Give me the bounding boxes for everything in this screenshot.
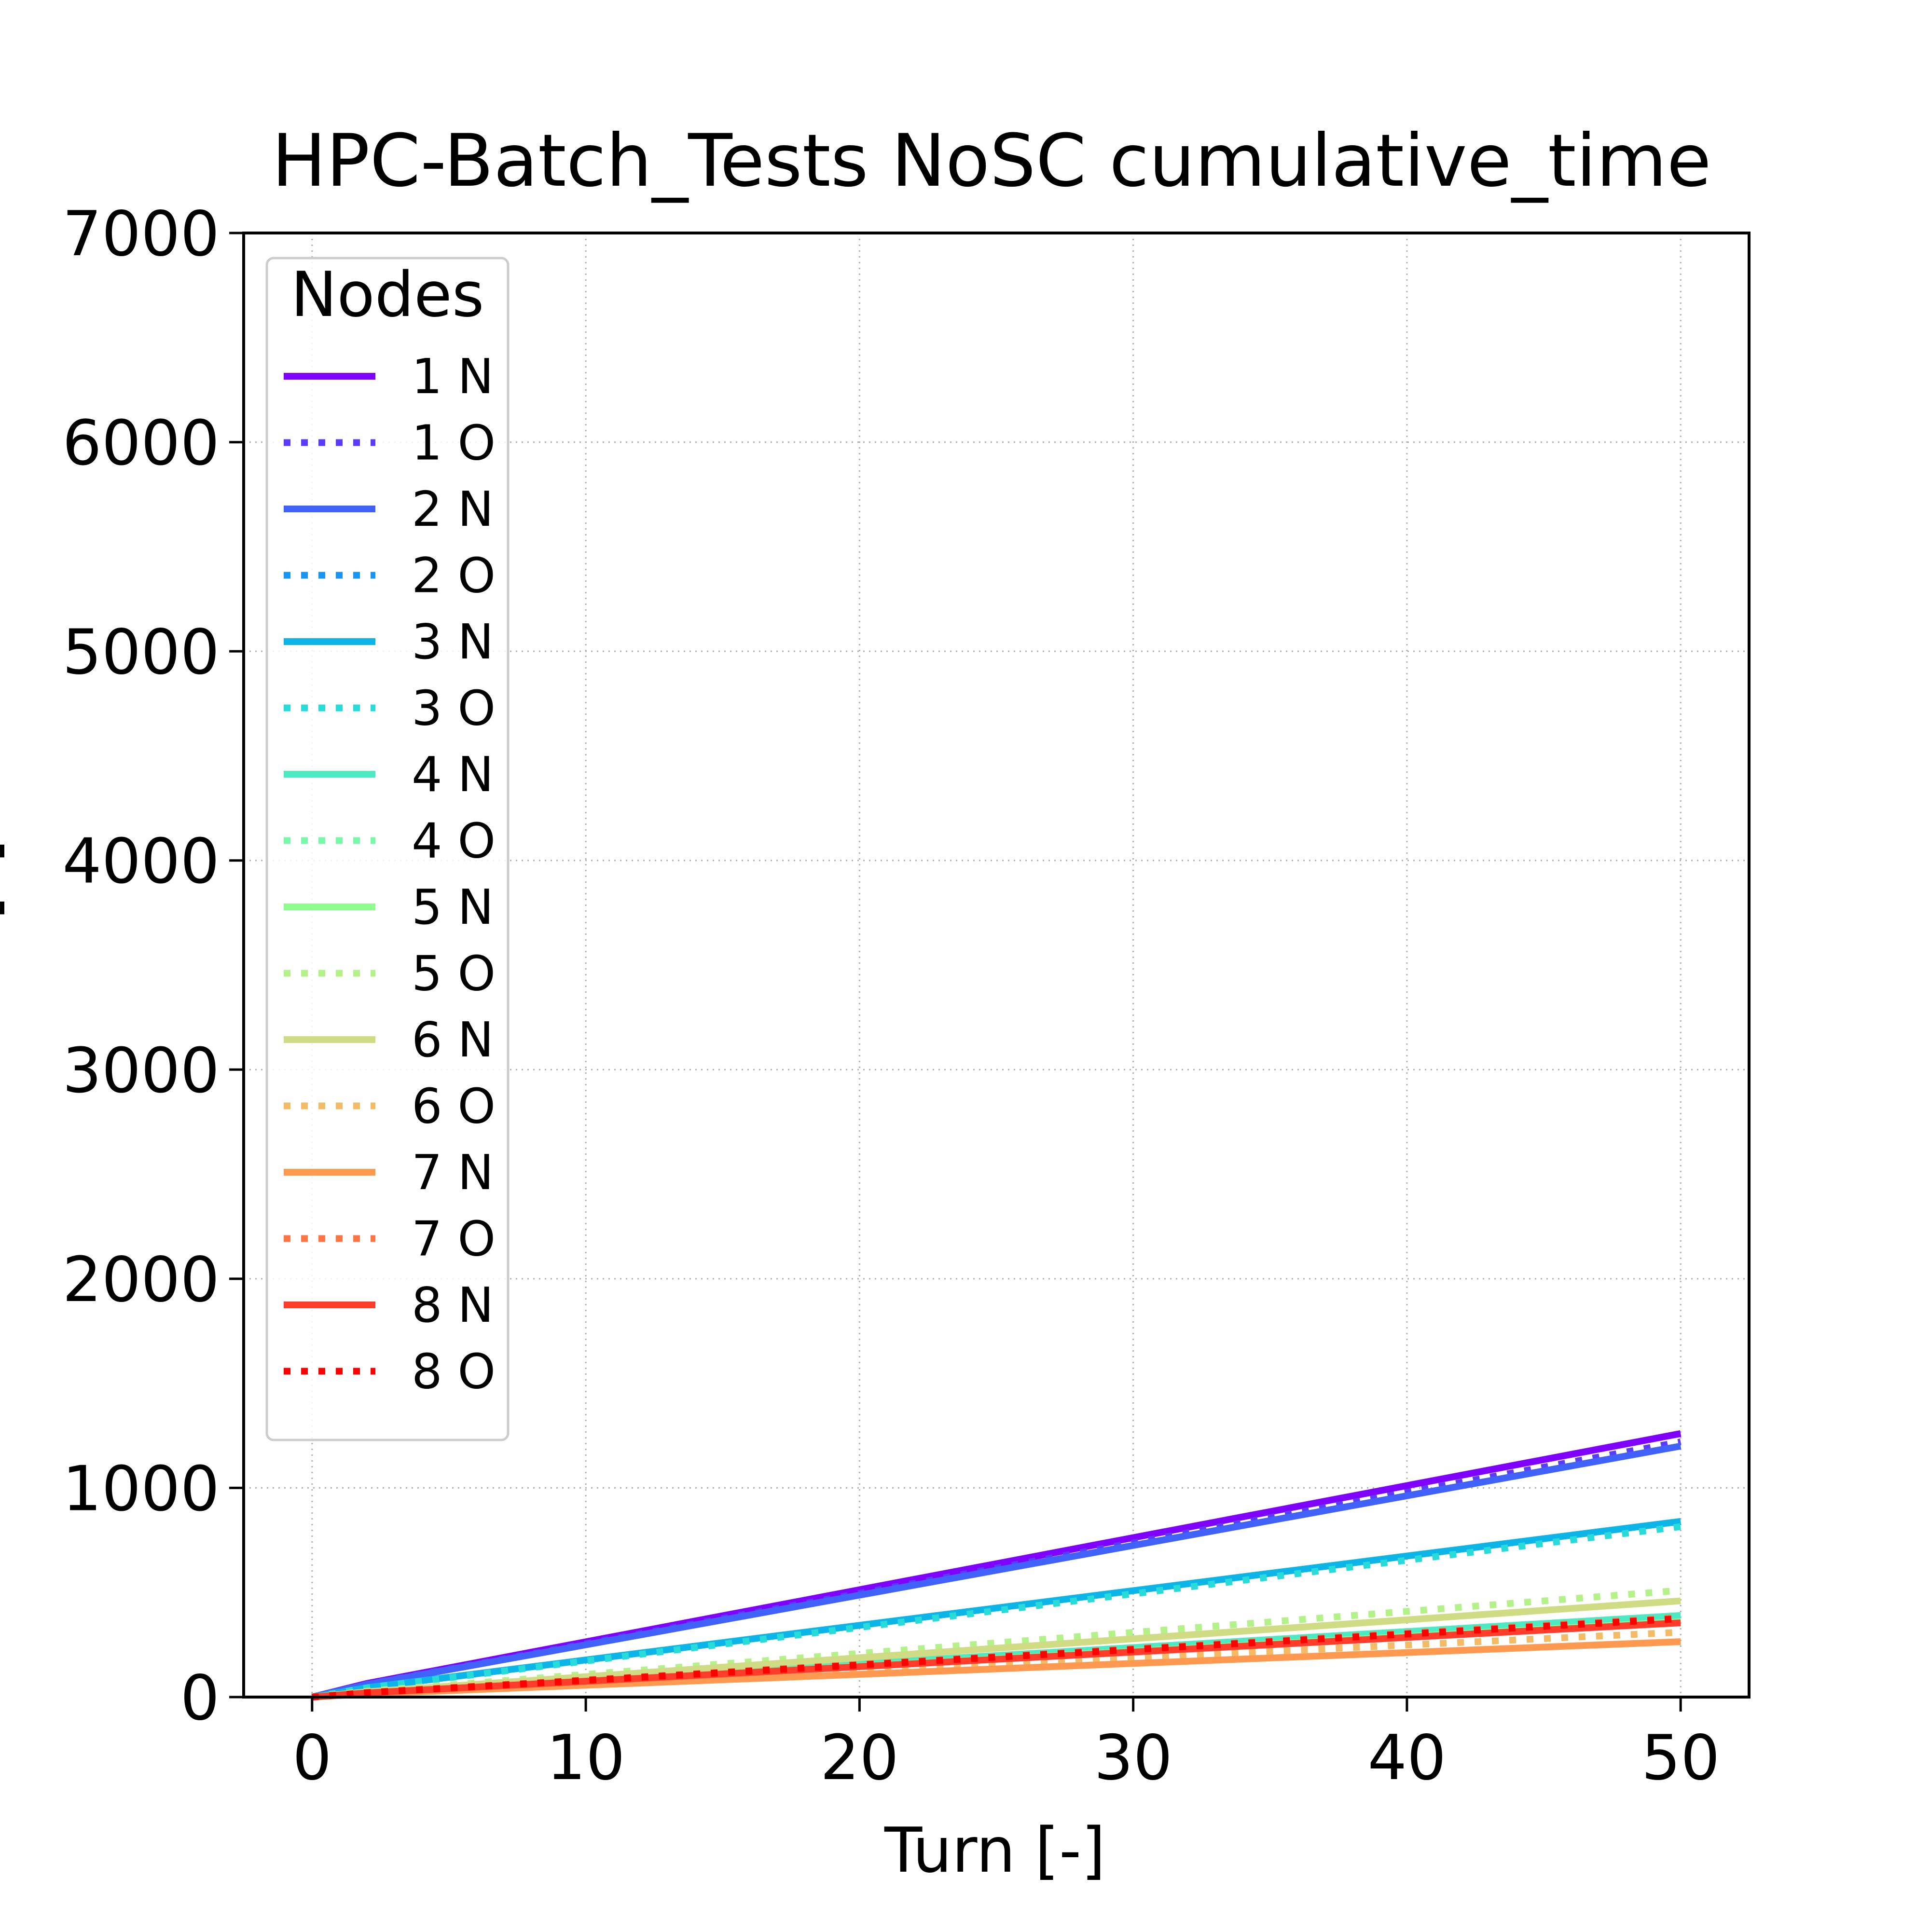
x-tick-label: 30 [1094,1722,1172,1794]
y-tick-label: 7000 [62,198,220,270]
y-tick-label: 1000 [62,1453,220,1525]
legend-label: 8 N [412,1277,494,1333]
x-tick-label: 0 [292,1722,331,1794]
legend-box [265,257,510,1441]
chart-title: HPC-Batch_Tests NoSC cumulative_time [272,119,1711,203]
x-tick-label: 20 [820,1722,899,1794]
y-axis-label: Time [s] [0,839,11,1091]
legend-title: Nodes [291,259,484,331]
legend-label: 2 O [412,548,496,604]
legend-label: 1 N [412,348,494,405]
legend-label: 5 N [412,879,494,935]
y-tick-label: 4000 [62,826,220,898]
legend-label: 7 O [412,1211,496,1267]
series-lines [311,1430,1682,1700]
y-tick-label: 5000 [62,617,220,688]
legend-label: 2 N [412,481,494,537]
x-axis-label: Turn [-] [884,1815,1105,1887]
legend-label: 3 O [412,680,496,737]
legend-label: 6 O [412,1078,496,1135]
series-line [312,1615,1681,1700]
y-tick-label: 6000 [62,408,220,480]
legend-label: 3 N [412,614,494,670]
x-tick-label: 50 [1641,1722,1720,1794]
legend-label: 8 O [412,1343,496,1400]
legend-label: 5 O [412,945,496,1002]
y-tick-label: 3000 [62,1035,220,1107]
x-tick-label: 10 [547,1722,625,1794]
legend-label: 1 O [412,415,496,471]
legend-label: 7 N [412,1144,494,1201]
axis-ticks: 0 10 20 30 40 50 0 1000 2000 3000 4000 5000 6000 7000 [62,198,1720,1794]
legend: Nodes 1 N 1 O 2 N 2 O 3 N 3 O 4 N 4 O 5 N 5 O 6 N 6 … [265,257,510,1441]
legend-label: 4 N [412,746,494,803]
x-tick-label: 40 [1367,1722,1446,1794]
legend-label: 6 N [412,1012,494,1068]
plot-frame [242,232,1751,1699]
y-tick-label: 0 [180,1662,220,1734]
legend-label: 4 O [412,813,496,869]
y-tick-label: 2000 [62,1244,220,1316]
